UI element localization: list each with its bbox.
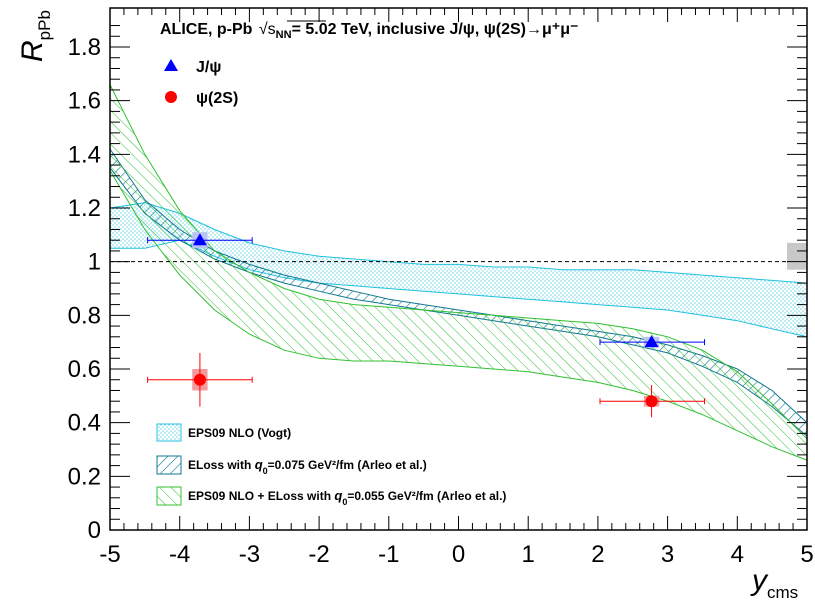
axis-ticks: -5 -4 -3 -2 -1 0 1 2 3 4 5 0 0.2 0.4 0.6 0.8 1 1.2 1.4 1.6 1… xyxy=(68,8,814,568)
legend-jpsi-marker-icon xyxy=(164,59,178,71)
y-tick-label: 0 xyxy=(88,517,101,544)
legend-eloss-pre: ELoss with xyxy=(188,458,255,472)
x-tick-label: 1 xyxy=(522,541,535,568)
legend-eloss-qsub: 0 xyxy=(263,466,268,476)
legend-combined-post: =0.055 GeV²/fm (Arleo et al.) xyxy=(347,489,506,503)
legend-combined-q: q xyxy=(334,488,342,503)
y-axis-title-sub: pPb xyxy=(35,10,54,40)
jpsi-point-1-marker xyxy=(192,233,207,246)
y-tick-label: 1.8 xyxy=(68,34,101,61)
x-axis-title-main: y xyxy=(750,564,769,597)
legend-vogt-text: EPS09 NLO (Vogt) xyxy=(188,426,291,440)
x-axis-title-sub: cms xyxy=(767,583,798,602)
legend-models: EPS09 NLO (Vogt) ELoss with q0=0.075 GeV… xyxy=(156,423,506,507)
x-axis-title: ycms xyxy=(750,564,798,602)
x-tick-label: -1 xyxy=(378,541,399,568)
x-tick-label: -2 xyxy=(308,541,329,568)
x-tick-label: 4 xyxy=(731,541,744,568)
legend-vogt-swatch xyxy=(156,423,182,442)
x-tick-label: -4 xyxy=(169,541,190,568)
y-tick-label: 1 xyxy=(88,249,101,276)
chart-title-energy-symbol: √s xyxy=(259,21,276,38)
band-hatch-fwd xyxy=(110,84,807,461)
model-bands xyxy=(110,84,807,461)
y-tick-label: 1.2 xyxy=(68,195,101,222)
legend-combined-label: EPS09 NLO + ELoss with q0=0.055 GeV²/fm … xyxy=(188,488,506,507)
legend-jpsi-label: J/ψ xyxy=(196,59,221,76)
legend-eloss-post: =0.075 GeV²/fm (Arleo et al.) xyxy=(268,458,427,472)
legend-eloss-swatch xyxy=(156,455,182,475)
legend-psi2s-label: ψ(2S) xyxy=(196,90,238,107)
x-tick-label: 0 xyxy=(452,541,465,568)
x-tick-label: 2 xyxy=(591,541,604,568)
x-tick-label: 5 xyxy=(800,541,813,568)
data-points xyxy=(147,232,706,418)
psi2s-point-2-marker xyxy=(645,395,658,408)
chart-title-experiment: ALICE, p-Pb xyxy=(160,21,253,38)
jpsi-point-2-marker xyxy=(644,335,659,348)
legend-vogt-label: EPS09 NLO (Vogt) xyxy=(188,426,291,440)
x-tick-label: 3 xyxy=(661,541,674,568)
y-tick-label: 1.4 xyxy=(68,141,101,168)
y-tick-label: 1.6 xyxy=(68,88,101,115)
chart-title-energy-sub: NN xyxy=(276,29,292,41)
band-hatch-back xyxy=(110,148,807,437)
y-tick-label: 0.8 xyxy=(68,302,101,329)
legend-markers: J/ψ ψ(2S) xyxy=(164,59,238,107)
legend-eloss-label: ELoss with q0=0.075 GeV²/fm (Arleo et al… xyxy=(188,457,427,476)
chart-title-energy-value: = 5.02 TeV, inclusive J/ψ, ψ(2S)→μ⁺μ⁻ xyxy=(292,21,579,38)
y-axis-title-main: R xyxy=(16,40,49,62)
x-tick-label: -5 xyxy=(99,541,120,568)
y-tick-label: 0.2 xyxy=(68,463,101,490)
y-tick-label: 0.6 xyxy=(68,356,101,383)
legend-eloss-q: q xyxy=(255,457,263,472)
legend-combined-pre: EPS09 NLO + ELoss with xyxy=(188,489,334,503)
legend-psi2s-marker-icon xyxy=(165,91,177,103)
x-tick-label: -3 xyxy=(239,541,260,568)
y-tick-label: 0.4 xyxy=(68,410,101,437)
psi2s-point-1-marker xyxy=(193,373,206,386)
legend-combined-qsub: 0 xyxy=(342,497,347,507)
y-axis-title: RpPb xyxy=(16,10,54,62)
legend-combined-swatch xyxy=(156,486,182,506)
global-uncertainty-box xyxy=(787,242,807,270)
chart-title: ALICE, p-Pb √sNN= 5.02 TeV, inclusive J/… xyxy=(160,21,578,41)
